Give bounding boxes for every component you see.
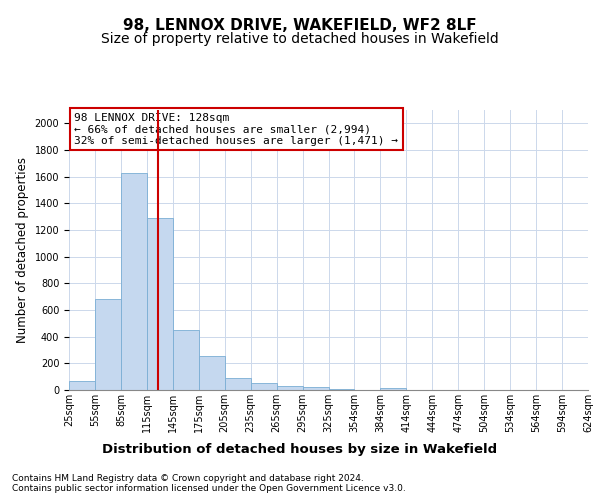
Text: 98, LENNOX DRIVE, WAKEFIELD, WF2 8LF: 98, LENNOX DRIVE, WAKEFIELD, WF2 8LF — [123, 18, 477, 32]
Y-axis label: Number of detached properties: Number of detached properties — [16, 157, 29, 343]
Bar — [251, 382, 277, 390]
Bar — [380, 388, 406, 390]
Bar — [199, 356, 225, 390]
Text: Contains HM Land Registry data © Crown copyright and database right 2024.: Contains HM Land Registry data © Crown c… — [12, 474, 364, 483]
Bar — [121, 172, 147, 390]
Bar — [95, 300, 121, 390]
Bar — [225, 378, 251, 390]
Text: Size of property relative to detached houses in Wakefield: Size of property relative to detached ho… — [101, 32, 499, 46]
Bar — [147, 218, 173, 390]
Bar — [69, 382, 95, 390]
Text: Contains public sector information licensed under the Open Government Licence v3: Contains public sector information licen… — [12, 484, 406, 493]
Bar — [302, 386, 329, 390]
Text: Distribution of detached houses by size in Wakefield: Distribution of detached houses by size … — [103, 442, 497, 456]
Bar — [173, 330, 199, 390]
Bar — [277, 386, 302, 390]
Bar — [329, 388, 355, 390]
Text: 98 LENNOX DRIVE: 128sqm
← 66% of detached houses are smaller (2,994)
32% of semi: 98 LENNOX DRIVE: 128sqm ← 66% of detache… — [74, 113, 398, 146]
